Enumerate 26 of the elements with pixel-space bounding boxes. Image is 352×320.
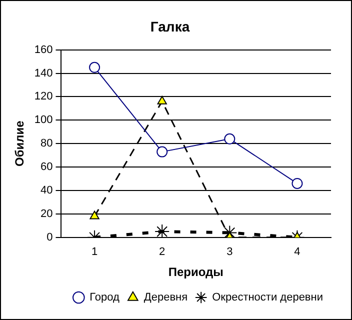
y-tick-label: 120 [34,90,53,103]
x-tick-label: 4 [294,246,300,258]
y-tick-label: 160 [34,44,53,56]
point [156,146,168,158]
x-tick-label: 2 [159,246,166,258]
y-tick-label: 0 [46,231,53,244]
x-axis-title: Периоды [168,265,224,280]
y-axis-title: Обилие [12,120,27,166]
point [90,210,100,220]
legend-label: Окрестности деревни [212,292,324,304]
y-tick-label: 60 [40,161,53,174]
point [89,62,100,73]
y-tick-label: 40 [40,184,53,197]
legend-label: Город [90,292,120,304]
y-tick-label: 140 [34,67,53,80]
legend-label: Деревня [144,292,188,304]
point [224,133,236,144]
point [154,224,170,238]
chart-title: Галка [150,18,190,34]
y-tick-label: 100 [34,114,53,126]
y-tick-label: 20 [40,208,53,220]
y-tick-label: 80 [40,138,53,150]
x-tick-label: 1 [91,246,98,258]
point [157,96,167,104]
point [292,178,303,189]
x-tick-label: 3 [226,246,233,258]
